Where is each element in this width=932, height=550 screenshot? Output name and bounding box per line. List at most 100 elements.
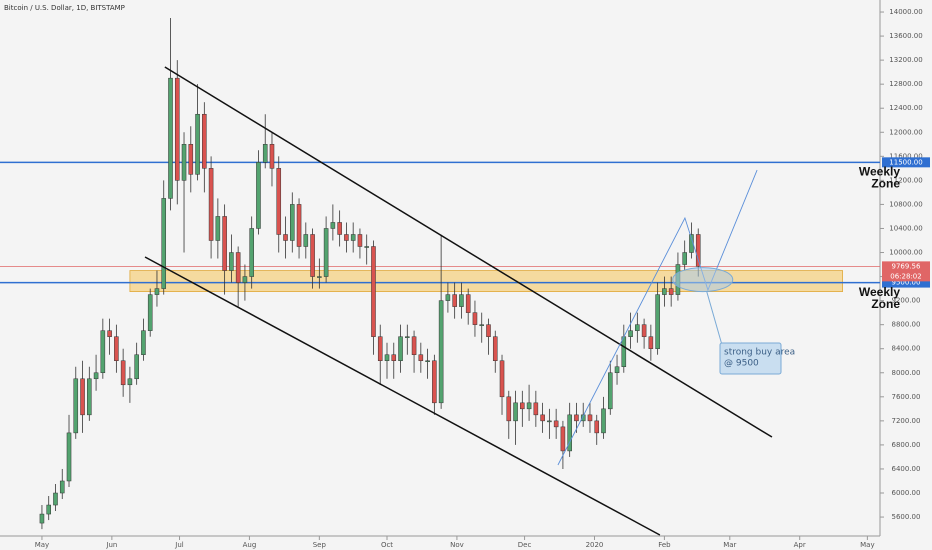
candle-body (195, 113, 200, 175)
countdown-label: 06:28:02 (890, 272, 921, 280)
x-tick-label: Aug (243, 541, 257, 549)
candle-body (526, 402, 532, 410)
candle-body (134, 354, 139, 380)
candle-body (425, 360, 430, 362)
candle-body (114, 336, 119, 361)
x-tick-label: Sep (313, 541, 327, 549)
candle-body (621, 336, 627, 368)
candle-body (547, 420, 552, 423)
candle-body (587, 414, 593, 422)
candle-body (93, 372, 99, 380)
level-label-box (882, 277, 930, 288)
candle-body (533, 402, 539, 416)
candle-body (242, 276, 248, 283)
y-tick-label: 11200.00 (889, 176, 922, 184)
candle-body (459, 294, 464, 307)
x-tick-label: Dec (518, 541, 532, 549)
candle-body (256, 162, 261, 229)
candle-body (222, 216, 227, 271)
candle-body (371, 246, 376, 337)
candle-body (553, 420, 559, 428)
x-tick-label: Apr (794, 541, 806, 549)
callout-box (719, 342, 782, 375)
y-tick-label: 13600.00 (889, 32, 922, 40)
candle-body (290, 204, 295, 241)
level-note: Zone (871, 177, 900, 191)
candle-body (147, 294, 153, 331)
y-tick-label: 6400.00 (892, 465, 921, 473)
candle-body (235, 252, 241, 283)
y-tick-label: 12000.00 (889, 128, 922, 136)
candle-body (648, 336, 654, 349)
candle-body (405, 336, 410, 338)
candle-body (46, 504, 51, 515)
trendline (164, 66, 773, 438)
callout-connector (706, 291, 723, 346)
last-price-label: 9769.56 (892, 262, 921, 270)
candle-body (59, 480, 65, 494)
x-tick-label: Jul (174, 541, 184, 549)
candle-body (391, 354, 397, 361)
candle-body (229, 252, 234, 271)
candle-body (80, 378, 85, 416)
candle-body (492, 336, 498, 361)
y-tick-label: 6800.00 (892, 441, 921, 449)
level-label: 9500.00 (892, 279, 921, 287)
candle-body (127, 378, 133, 386)
candle-body (574, 414, 579, 422)
candle-body (384, 354, 390, 361)
candle-body (377, 336, 383, 361)
candle-body (188, 144, 194, 175)
candle-body (452, 294, 457, 307)
x-tick-label: 2020 (586, 541, 604, 549)
candle-body (567, 414, 572, 452)
candle-body (202, 113, 207, 169)
x-tick-label: May (860, 541, 874, 549)
candle-body (357, 234, 363, 247)
candle-body (249, 228, 254, 277)
candle-body (655, 294, 660, 349)
candle-body (174, 77, 180, 181)
candle-body (269, 144, 275, 169)
y-tick-label: 8000.00 (892, 369, 921, 377)
y-tick-label: 10400.00 (889, 224, 922, 232)
candle-body (215, 216, 221, 241)
candle-body (465, 294, 471, 313)
level-note: Weekly (859, 285, 900, 299)
level-note: Zone (871, 297, 900, 311)
y-tick-label: 5600.00 (892, 513, 921, 521)
candle-body (513, 402, 518, 422)
candle-body (350, 234, 356, 241)
y-tick-label: 8400.00 (892, 345, 921, 353)
x-tick-label: Jun (105, 541, 117, 549)
candle-body (283, 234, 288, 241)
y-tick-label: 14000.00 (889, 8, 922, 16)
candle-body (411, 336, 417, 355)
buy-area-ellipse (672, 267, 734, 293)
candle-body (472, 312, 478, 325)
candle-body (607, 372, 613, 410)
x-tick-label: May (35, 541, 49, 549)
candle-body (107, 330, 112, 337)
candle-body (161, 198, 167, 289)
candle-body (560, 426, 566, 452)
candle-body (540, 414, 545, 422)
y-tick-label: 7200.00 (892, 417, 921, 425)
y-tick-label: 6000.00 (892, 489, 921, 497)
y-tick-label: 10800.00 (889, 200, 922, 208)
candle-body (364, 246, 369, 248)
candle-body (662, 288, 667, 295)
candle-body (668, 288, 674, 295)
candle-body (208, 168, 214, 241)
candle-body (520, 402, 525, 410)
candle-body (438, 300, 444, 404)
candle-body (682, 252, 687, 265)
candle-body (276, 168, 282, 235)
candle-body (580, 414, 586, 422)
last-price-box (882, 261, 930, 282)
y-tick-label: 12400.00 (889, 104, 922, 112)
candle-body (39, 513, 45, 524)
candle-body (100, 330, 106, 374)
x-tick-label: Oct (381, 541, 393, 549)
